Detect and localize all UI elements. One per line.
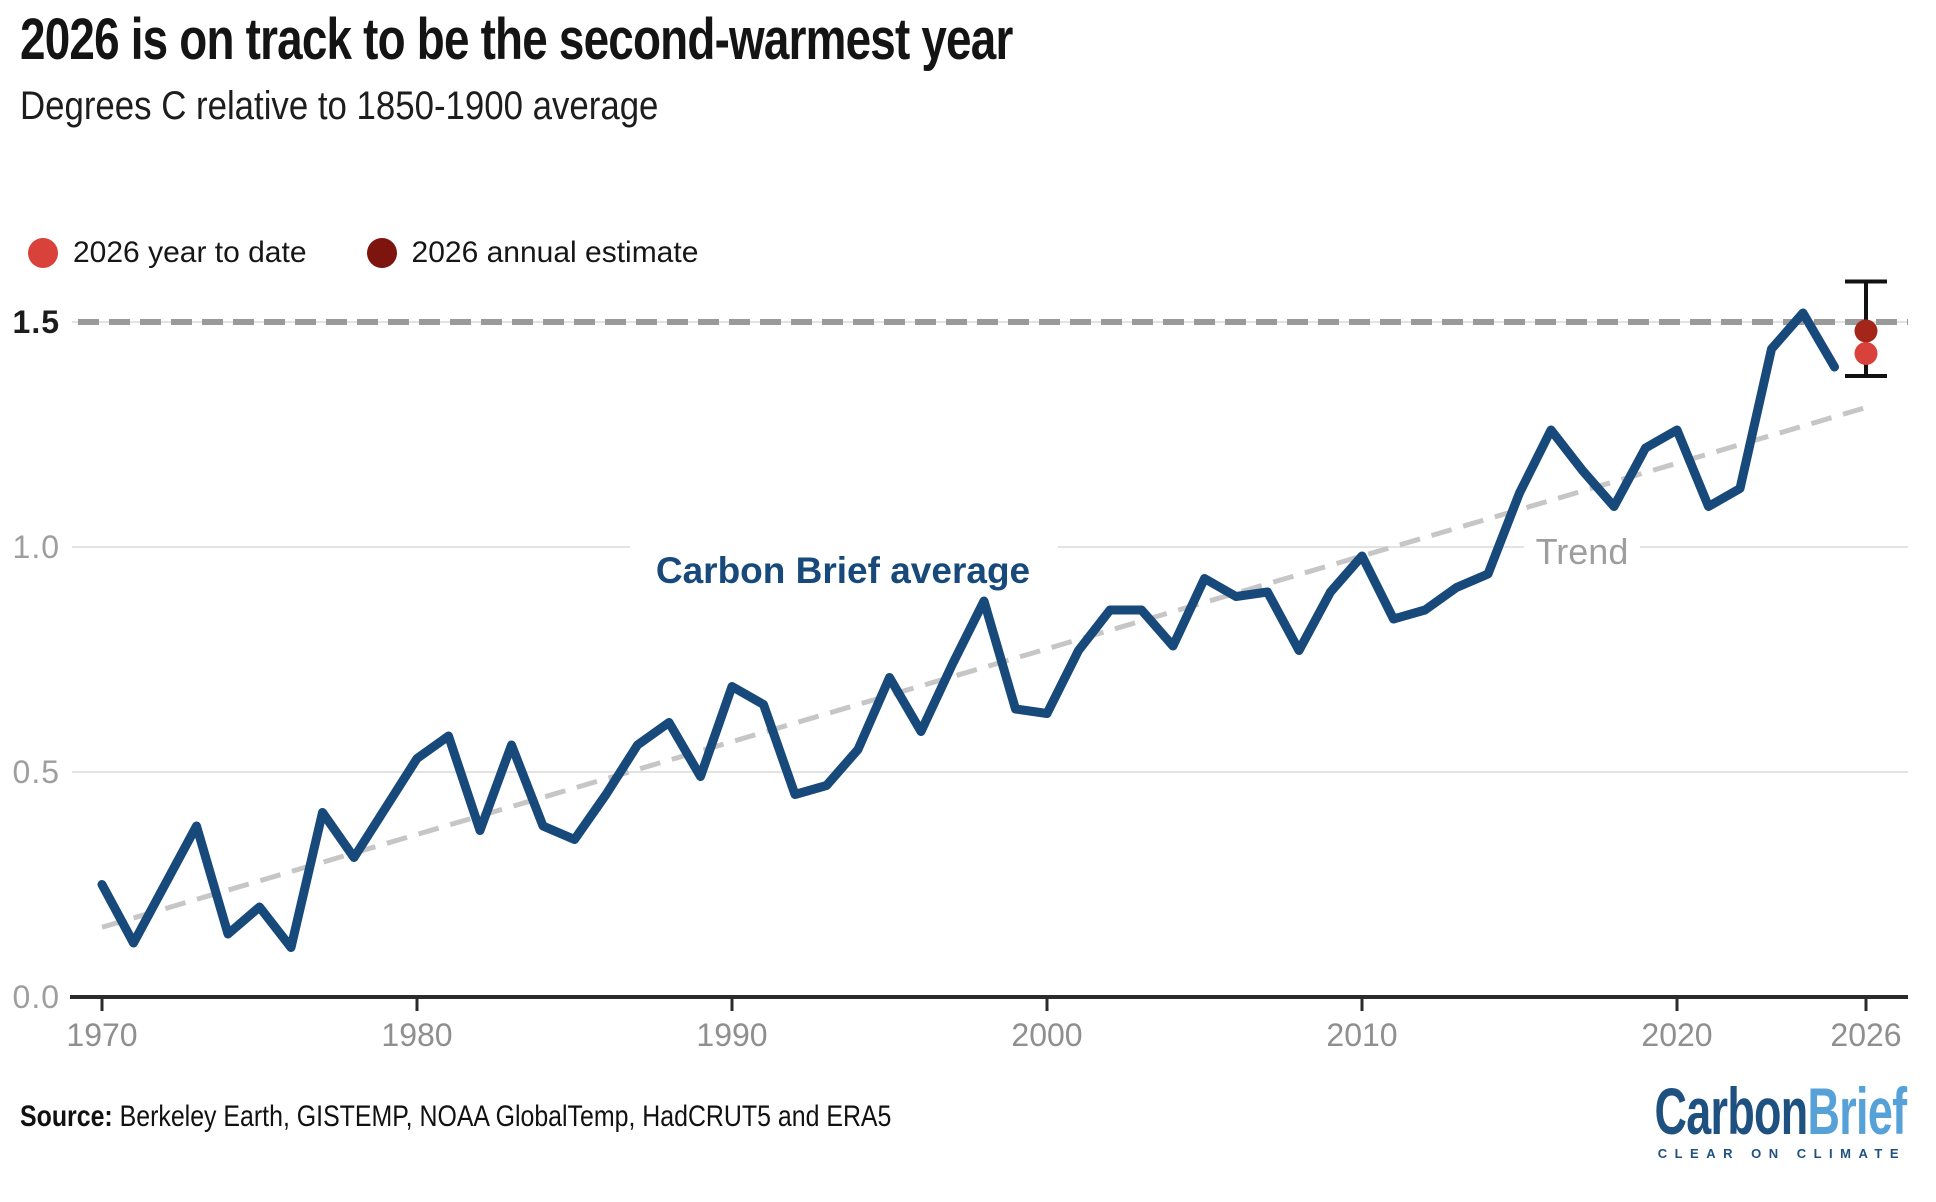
x-tick-label: 1990 <box>696 1017 767 1053</box>
carbonbrief-logo: CarbonBrief CLEAR ON CLIMATE <box>1536 1078 1907 1161</box>
carbon-brief-average-line <box>97 308 1839 952</box>
source-text: Berkeley Earth, GISTEMP, NOAA GlobalTemp… <box>112 1100 892 1133</box>
x-tick-label: 2000 <box>1011 1017 1082 1053</box>
logo-carbon: Carbon <box>1654 1074 1808 1148</box>
page-title: 2026 is on track to be the second-warmes… <box>20 7 1013 72</box>
y-tick-label: 0.5 <box>13 754 60 790</box>
legend-label-ytd: 2026 year to date <box>73 236 307 269</box>
trend-label-backing <box>1524 533 1640 573</box>
annual-dot-icon <box>366 238 397 268</box>
annual-estimate-dot <box>1854 319 1878 343</box>
page-subtitle: Degrees C relative to 1850-1900 average <box>20 84 659 128</box>
legend-label-annual: 2026 annual estimate <box>411 236 699 269</box>
estimate-2026-markers <box>1845 279 1887 378</box>
legend: 2026 year to date 2026 annual estimate <box>28 236 698 270</box>
source-note: Source: Berkeley Earth, GISTEMP, NOAA Gl… <box>20 1100 891 1134</box>
ytd-dot-icon <box>28 238 58 268</box>
x-tick-label: 2010 <box>1326 1017 1397 1053</box>
logo-brief: Brief <box>1807 1074 1907 1148</box>
trend-line <box>101 405 1867 930</box>
x-tick-label: 2020 <box>1641 1017 1712 1053</box>
x-tick-label: 1980 <box>381 1017 452 1053</box>
series-label-backing <box>630 546 1058 588</box>
logo-tagline: CLEAR ON CLIMATE <box>1657 1146 1906 1161</box>
x-axis: 1970 1980 1990 2000 2010 2020 2026 <box>66 995 1908 1053</box>
series-annotation: Carbon Brief average <box>656 550 1030 591</box>
trend-annotation: Trend <box>1536 531 1629 572</box>
temperature-line <box>97 308 1839 952</box>
source-label: Source: <box>20 1100 113 1133</box>
year-to-date-dot <box>1854 342 1878 365</box>
legend-item-ytd: 2026 year to date <box>28 236 307 270</box>
legend-item-annual: 2026 annual estimate <box>366 236 699 270</box>
x-tick-label: 1970 <box>66 1017 137 1053</box>
y-tick-label: 0.0 <box>13 979 60 1015</box>
y-tick-label: 1.0 <box>13 529 60 565</box>
trend-dashes <box>101 405 1867 930</box>
y-tick-label: 1.5 <box>13 304 60 340</box>
x-tick-label: 2026 <box>1830 1017 1901 1053</box>
carbonbrief-wordmark: CarbonBrief <box>1654 1078 1907 1144</box>
